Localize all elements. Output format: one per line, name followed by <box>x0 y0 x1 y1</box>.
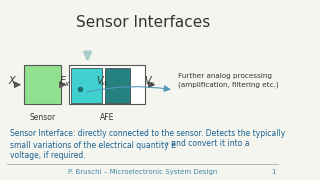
Text: E: E <box>60 76 66 86</box>
Text: x: x <box>165 141 168 145</box>
FancyBboxPatch shape <box>71 68 102 103</box>
Text: x: x <box>64 81 68 87</box>
Text: 1: 1 <box>271 168 276 175</box>
Text: Further analog processing
(amplification, filtering etc.): Further analog processing (amplification… <box>178 73 279 87</box>
Text: V: V <box>97 76 103 86</box>
FancyBboxPatch shape <box>24 65 61 104</box>
Text: Sensor Interfaces: Sensor Interfaces <box>76 15 210 30</box>
Text: Sensor Interface: directly connected to the sensor. Detects the typically
small : Sensor Interface: directly connected to … <box>10 129 285 150</box>
Text: AFE: AFE <box>100 113 115 122</box>
Text: and convert it into a: and convert it into a <box>169 139 249 148</box>
FancyBboxPatch shape <box>105 68 130 103</box>
FancyBboxPatch shape <box>69 65 146 104</box>
Text: P. Bruschi – Microelectronic System Design: P. Bruschi – Microelectronic System Desi… <box>68 168 217 175</box>
Text: Sensor: Sensor <box>29 113 55 122</box>
Text: V: V <box>144 76 151 86</box>
Text: x: x <box>149 81 154 87</box>
Text: voltage, if required.: voltage, if required. <box>10 151 85 160</box>
Text: x1: x1 <box>100 81 108 86</box>
Text: X: X <box>8 76 15 86</box>
